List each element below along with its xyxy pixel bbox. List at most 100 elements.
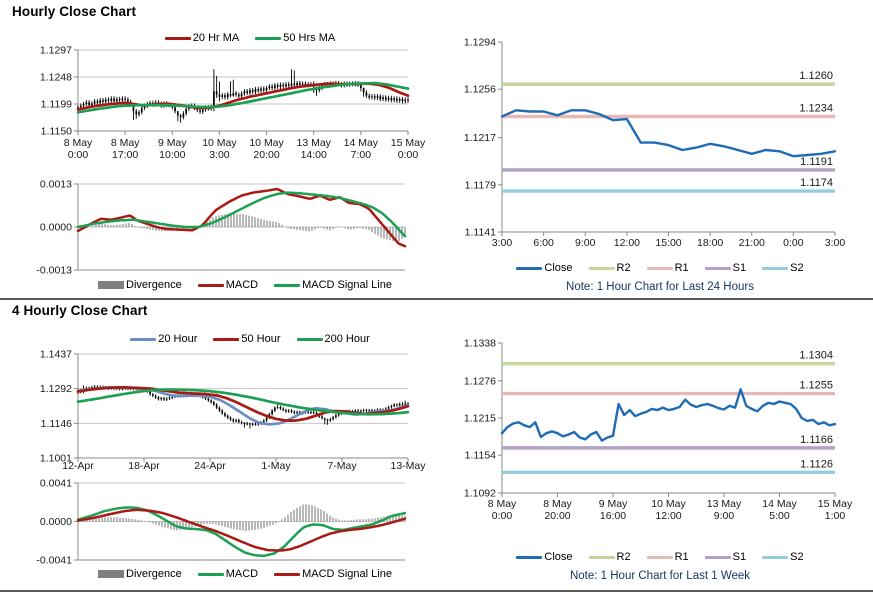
svg-text:1.1292: 1.1292 — [40, 383, 72, 395]
ma20-swatch — [164, 36, 191, 40]
legend-item-macd2-signal: MACD Signal Line — [274, 568, 392, 580]
section-title-hourly: Hourly Close Chart — [12, 4, 137, 19]
legend-item-20hour: 20 Hour — [130, 333, 197, 345]
svg-text:1.1126: 1.1126 — [800, 458, 833, 470]
legend-item-s1b: S1 — [704, 551, 747, 563]
legend-item-divergence2: Divergence — [98, 568, 182, 580]
s1b-swatch — [704, 555, 731, 559]
svg-text:1.1217: 1.1217 — [464, 132, 496, 144]
svg-text:21:00: 21:00 — [739, 237, 765, 249]
svg-text:0:00: 0:00 — [783, 237, 804, 249]
svg-text:1.1215: 1.1215 — [464, 413, 496, 425]
legend-daily-close: Close R2 R1 S1 S2 — [455, 262, 865, 274]
svg-text:3:00: 3:00 — [825, 237, 846, 249]
close2-swatch — [516, 555, 543, 559]
svg-text:1.1255: 1.1255 — [799, 380, 833, 392]
legend-item-r2b: R2 — [588, 551, 631, 563]
svg-text:17:00: 17:00 — [112, 149, 138, 161]
svg-text:13 May: 13 May — [707, 498, 742, 510]
svg-text:1.1166: 1.1166 — [800, 434, 833, 446]
svg-text:1.1276: 1.1276 — [464, 375, 496, 387]
svg-text:0:00: 0:00 — [398, 149, 419, 161]
ma20h-label: 20 Hour — [158, 333, 198, 345]
divergence-swatch — [98, 281, 125, 289]
section-divider — [0, 298, 873, 300]
svg-text:1.1338: 1.1338 — [464, 338, 496, 350]
s1b-label: S1 — [732, 551, 747, 563]
svg-text:1.1304: 1.1304 — [799, 350, 833, 362]
legend-item-50hour: 50 Hour — [213, 333, 281, 345]
svg-text:1.1256: 1.1256 — [464, 84, 496, 96]
svg-text:18-Apr: 18-Apr — [128, 460, 160, 472]
hourly-macd-canvas: 0.0013 0.0000 -0.0013 — [36, 179, 407, 277]
section-title-four-hourly: 4 Hourly Close Chart — [12, 303, 148, 318]
svg-text:24-Apr: 24-Apr — [194, 460, 226, 472]
divergence-label: Divergence — [126, 279, 182, 291]
svg-text:1.1294: 1.1294 — [464, 37, 496, 49]
close-swatch — [516, 266, 543, 270]
svg-text:3:00: 3:00 — [492, 237, 513, 249]
four-hourly-macd-canvas: 0.0041 0.0000 -0.0041 — [36, 478, 407, 567]
legend-four-hourly-macd: Divergence MACD MACD Signal Line — [80, 568, 410, 580]
s1-swatch — [704, 266, 731, 270]
r1b-label: R1 — [674, 551, 689, 563]
svg-text:1.1092: 1.1092 — [464, 488, 496, 500]
note-daily-close: Note: 1 Hour Chart for Last 24 Hours — [566, 281, 754, 293]
divergence2-swatch — [98, 570, 125, 578]
r1-label: R1 — [674, 262, 689, 274]
svg-text:10 May: 10 May — [651, 498, 686, 510]
svg-text:9:00: 9:00 — [575, 237, 596, 249]
r2-swatch — [588, 266, 615, 270]
svg-text:16:00: 16:00 — [600, 510, 626, 522]
ma50-label: 50 Hrs MA — [283, 32, 336, 44]
svg-text:7:00: 7:00 — [351, 149, 372, 161]
legend-hourly-price: 20 Hr MA 50 Hrs MA — [110, 32, 390, 44]
legend-item-ma50: 50 Hrs MA — [255, 32, 335, 44]
ma50-swatch — [255, 36, 282, 40]
svg-text:1.1154: 1.1154 — [465, 450, 496, 462]
s2b-swatch — [762, 555, 789, 559]
svg-text:15 May: 15 May — [391, 137, 426, 149]
legend-hourly-macd: Divergence MACD MACD Signal Line — [80, 279, 410, 291]
legend-item-close2: Close — [516, 551, 573, 563]
svg-text:9 May: 9 May — [158, 137, 187, 149]
svg-text:1.1260: 1.1260 — [799, 70, 833, 82]
svg-text:8 May: 8 May — [543, 498, 572, 510]
svg-text:20:00: 20:00 — [544, 510, 570, 522]
svg-text:10:00: 10:00 — [159, 149, 185, 161]
macd-signal-label: MACD Signal Line — [302, 279, 392, 291]
svg-text:12:00: 12:00 — [614, 237, 640, 249]
svg-text:-0.0013: -0.0013 — [36, 265, 72, 277]
svg-text:12-Apr: 12-Apr — [62, 460, 94, 472]
svg-text:1.1248: 1.1248 — [40, 72, 72, 84]
svg-text:1.1141: 1.1141 — [465, 227, 496, 239]
svg-text:0.0013: 0.0013 — [40, 179, 72, 191]
legend-item-ma20: 20 Hr MA — [164, 32, 239, 44]
svg-text:-0.0041: -0.0041 — [36, 555, 72, 567]
macd2-signal-label: MACD Signal Line — [302, 568, 392, 580]
note-weekly-close: Note: 1 Hour Chart for Last 1 Week — [569, 570, 751, 582]
s2-swatch — [762, 266, 789, 270]
ma20h-swatch — [130, 337, 157, 341]
svg-text:1.1146: 1.1146 — [41, 418, 72, 430]
svg-text:15:00: 15:00 — [655, 237, 681, 249]
s2-label: S2 — [790, 262, 804, 274]
legend-item-r1: R1 — [646, 262, 689, 274]
legend-weekly-close: Close R2 R1 S1 S2 — [455, 551, 865, 563]
s1-label: S1 — [732, 262, 747, 274]
svg-text:1.1297: 1.1297 — [40, 45, 72, 57]
svg-text:1-May: 1-May — [261, 460, 291, 472]
legend-item-macd: MACD — [197, 279, 258, 291]
close2-label: Close — [544, 551, 573, 563]
svg-text:18:00: 18:00 — [697, 237, 723, 249]
r1-swatch — [646, 266, 673, 270]
svg-text:6:00: 6:00 — [533, 237, 554, 249]
svg-text:8 May: 8 May — [488, 498, 517, 510]
svg-text:9:00: 9:00 — [714, 510, 735, 522]
svg-text:12:00: 12:00 — [655, 510, 681, 522]
legend-item-200hour: 200 Hour — [296, 333, 370, 345]
macd2-label: MACD — [225, 568, 259, 580]
svg-text:15 May: 15 May — [818, 498, 853, 510]
legend-item-s2: S2 — [762, 262, 804, 274]
